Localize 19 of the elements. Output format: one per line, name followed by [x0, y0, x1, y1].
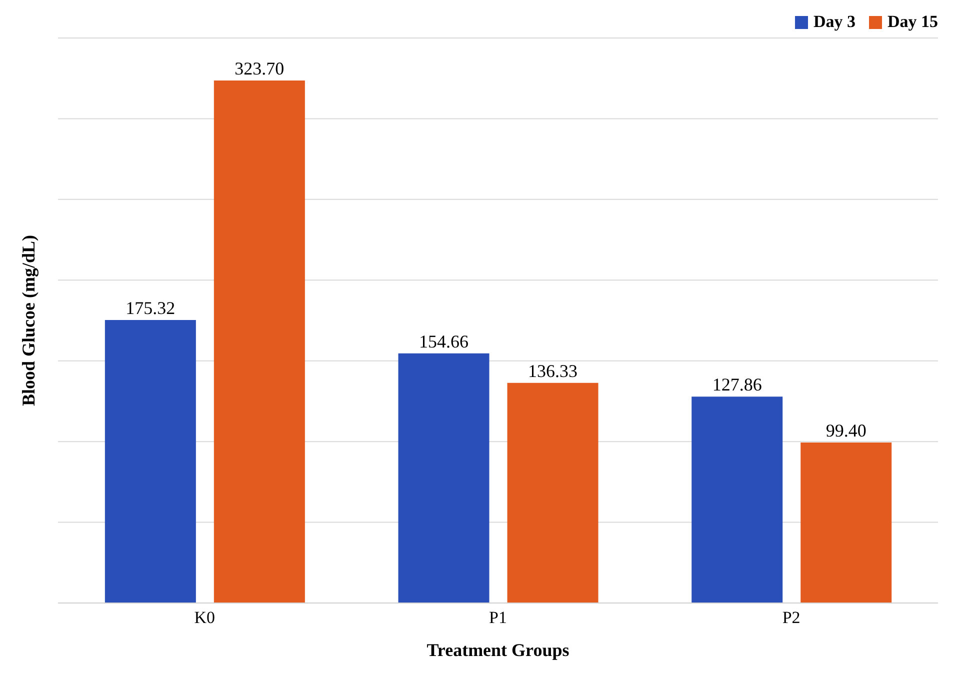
y-axis-title: Blood Glucoe (mg/dL) [18, 234, 38, 406]
x-tick-label: P1 [489, 608, 507, 628]
bar [214, 80, 305, 603]
x-axis-title: Treatment Groups [426, 640, 570, 660]
legend-label: Day 3 [812, 12, 856, 32]
bar [104, 320, 196, 603]
x-tick-label: K0 [194, 608, 216, 628]
bar [692, 396, 783, 603]
data-label: 323.70 [234, 58, 284, 78]
bar [800, 442, 892, 603]
data-label: 136.33 [528, 360, 578, 381]
bar [507, 382, 598, 603]
legend-label: Day 15 [886, 12, 938, 32]
x-tick-label: P2 [782, 608, 800, 628]
data-label: 127.86 [712, 374, 762, 395]
data-label: 175.32 [126, 298, 176, 318]
bar [398, 353, 490, 603]
data-label: 99.40 [826, 420, 866, 441]
data-label: 154.66 [419, 331, 469, 352]
